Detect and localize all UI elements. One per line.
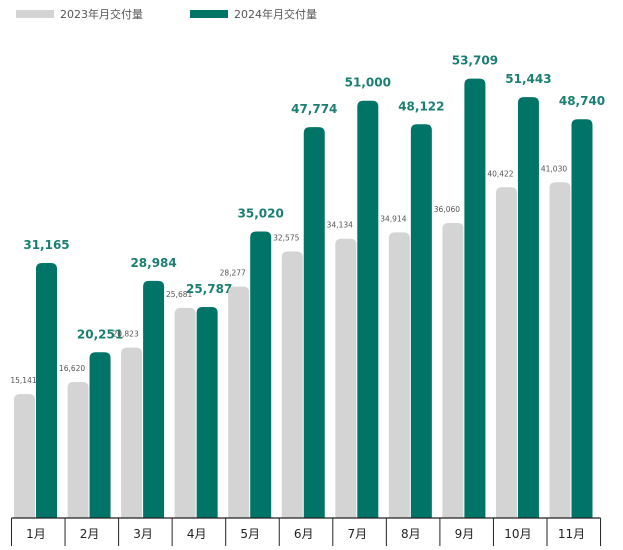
x-tick-label: 11月 [558, 527, 585, 541]
x-tick-label: 2月 [80, 527, 100, 541]
data-label-2024: 31,165 [23, 238, 69, 252]
data-label-2023: 25,681 [166, 290, 192, 299]
bar-2023 [549, 182, 571, 519]
x-tick-label: 7月 [347, 527, 367, 541]
data-label-2023: 41,030 [541, 164, 567, 173]
bar-2024 [36, 263, 57, 518]
legend-swatch-2023 [16, 10, 54, 18]
data-label-2023: 20,823 [112, 330, 138, 339]
x-tick-label: 6月 [294, 527, 314, 541]
data-label-2023: 32,575 [273, 233, 299, 242]
bar-2024 [571, 119, 593, 518]
bar-2023 [228, 286, 250, 518]
bar-2023 [281, 251, 303, 518]
data-label-2023: 34,134 [327, 221, 353, 230]
x-tick-label: 4月 [187, 527, 207, 541]
x-tick-label: 9月 [455, 527, 475, 541]
data-label-2024: 53,709 [452, 54, 498, 68]
bar-2023 [495, 187, 517, 519]
data-label-2024: 25,787 [186, 282, 232, 296]
x-tick-label: 5月 [240, 527, 260, 541]
bar-2024 [303, 127, 325, 518]
data-label-2024: 51,443 [505, 72, 551, 86]
x-tick-label: 3月 [133, 527, 153, 541]
bar-2024 [143, 280, 165, 518]
bar-2024 [357, 100, 379, 519]
data-label-2023: 36,060 [434, 205, 460, 214]
legend-swatch-2024 [190, 10, 228, 18]
data-label-2024: 47,774 [291, 102, 337, 116]
legend-label-2024: 2024年月交付量 [234, 7, 317, 21]
data-label-2024: 35,020 [238, 206, 284, 220]
bar-2024 [196, 307, 218, 518]
data-label-2024: 48,740 [559, 94, 605, 108]
data-label-2024: 20,251 [77, 327, 123, 341]
bar-2023 [121, 347, 143, 518]
data-label-2023: 28,277 [220, 269, 246, 278]
data-label-2023: 34,914 [380, 214, 406, 223]
data-label-2024: 28,984 [130, 256, 176, 270]
bar-2024 [517, 97, 539, 519]
bar-2023 [335, 238, 357, 519]
x-tick-label: 8月 [401, 527, 421, 541]
legend-label-2023: 2023年月交付量 [60, 7, 143, 21]
data-label-2023: 15,141 [10, 376, 36, 385]
data-label-2023: 16,620 [59, 364, 85, 373]
bar-2023 [14, 394, 35, 518]
bar-2024 [89, 352, 111, 518]
data-label-2023: 40,422 [487, 169, 513, 178]
data-label-2024: 51,000 [345, 76, 391, 90]
x-tick-label: 1月 [26, 527, 46, 541]
bar-2024 [250, 231, 272, 519]
bar-2023 [388, 232, 410, 518]
bar-2023 [174, 307, 196, 518]
x-tick-label: 10月 [504, 527, 531, 541]
data-label-2024: 48,122 [398, 99, 444, 113]
bar-2024 [464, 78, 486, 518]
bar-2024 [410, 124, 432, 519]
bar-2023 [67, 382, 89, 518]
bar-2023 [442, 222, 464, 519]
